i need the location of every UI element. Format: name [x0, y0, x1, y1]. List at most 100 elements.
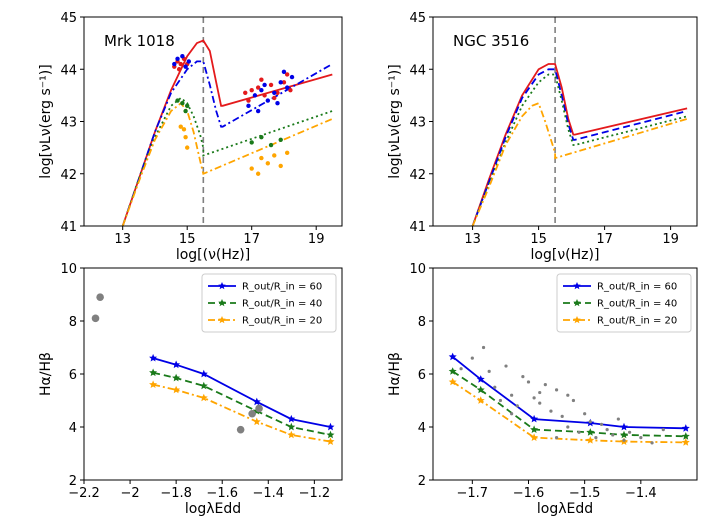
data-point-grey: [248, 409, 256, 418]
series-marker-blue: [149, 353, 158, 362]
y-tick-label: 42: [409, 168, 426, 183]
data-point-blue: [259, 87, 264, 93]
panel-a: 13 15 17 19 41 42 43 44 45 log[(ν(Hz)] log[νLν(erg…: [38, 11, 343, 263]
data-point-orange: [272, 153, 277, 158]
legend-marker-orange: [573, 316, 581, 324]
data-point-red: [262, 93, 267, 98]
y-tick-label: 41: [409, 220, 426, 235]
data-point-red: [284, 72, 290, 77]
data-point-grey: [549, 409, 553, 413]
data-point-grey: [577, 430, 581, 434]
panel-annotation: Mrk 1018: [104, 32, 175, 50]
data-point-blue: [284, 85, 290, 90]
data-point-red: [243, 90, 248, 95]
data-point-orange: [265, 161, 271, 166]
data-point-grey: [470, 356, 474, 360]
series-marker-blue: [172, 360, 181, 369]
y-tick-label: 42: [60, 168, 77, 183]
data-point-green: [175, 98, 180, 103]
data-point-grey: [510, 393, 514, 397]
data-point-grey: [661, 428, 665, 432]
legend-marker-green: [218, 299, 226, 307]
data-point-grey: [566, 393, 570, 397]
y-tick-label: 8: [69, 315, 77, 330]
data-point-grey: [554, 436, 559, 440]
data-point-grey: [538, 390, 542, 395]
series-marker-green: [149, 368, 158, 377]
series-line-orange: [152, 383, 331, 443]
x-tick-label: −2: [120, 486, 139, 501]
data-point-grey: [627, 430, 632, 434]
data-point-grey: [504, 364, 508, 368]
data-point-blue: [252, 93, 258, 98]
series-line-red: [471, 63, 688, 226]
data-point-green: [180, 101, 185, 106]
data-point-blue: [186, 59, 192, 64]
series-marker-green: [530, 425, 539, 433]
x-tick-label: −1.8: [160, 486, 192, 501]
data-point-orange: [178, 124, 183, 129]
x-tick-label: 19: [308, 232, 325, 247]
data-point-blue: [265, 98, 271, 103]
series-marker-orange: [530, 433, 539, 441]
data-point-blue: [175, 56, 180, 61]
y-tick-label: 43: [409, 116, 426, 131]
data-point-grey: [481, 345, 486, 350]
series-marker-blue: [530, 414, 539, 423]
series-marker-green: [326, 430, 335, 439]
series-line-blue: [452, 356, 686, 430]
data-point-green: [183, 108, 188, 114]
data-point-orange: [255, 171, 261, 176]
data-point-orange: [249, 166, 254, 171]
data-point-green: [278, 137, 283, 142]
data-point-grey: [611, 433, 615, 437]
data-point-grey: [594, 436, 598, 440]
data-point-grey: [510, 412, 514, 416]
data-point-blue: [172, 61, 177, 67]
y-axis-label: log[νLν(erg s⁻¹)]: [38, 64, 54, 178]
data-point-grey: [538, 401, 542, 405]
series-marker-green: [476, 385, 485, 394]
series-marker-orange: [476, 396, 485, 404]
series-marker-blue: [448, 352, 457, 361]
x-tick-label: −1.4: [252, 486, 284, 501]
x-tick-label: −1.6: [206, 486, 238, 501]
data-point-grey: [493, 385, 497, 389]
legend-marker-blue: [218, 282, 226, 290]
x-tick-label: 17: [596, 232, 613, 247]
data-point-grey: [526, 380, 531, 384]
series-line-orange: [471, 102, 688, 226]
data-point-red: [268, 82, 274, 88]
data-point-grey: [543, 383, 547, 387]
y-tick-label: 44: [60, 63, 77, 78]
series-line-orange: [452, 381, 686, 444]
data-point-grey: [571, 398, 576, 403]
panel-annotation: NGC 3516: [453, 32, 529, 50]
data-point-grey: [236, 425, 245, 434]
panel-c: −2.2 −2 −1.8 −1.6 −1.4 −1.2 2 4 6 8 10 logλEdd Hα/Hβ…: [38, 262, 343, 517]
data-point-orange: [278, 163, 283, 169]
x-tick-label: −2.2: [68, 486, 100, 501]
x-tick-label: −1.7: [457, 486, 489, 501]
data-point-red: [275, 90, 280, 95]
legend-marker-blue: [573, 282, 581, 290]
y-tick-label: 2: [69, 474, 77, 489]
data-point-grey: [515, 404, 519, 408]
plot-area: [121, 17, 333, 226]
series-marker-orange: [287, 430, 296, 439]
y-tick-label: 4: [418, 421, 426, 436]
series-marker-blue: [252, 397, 261, 406]
data-point-blue: [246, 103, 251, 109]
data-point-orange: [181, 127, 187, 132]
data-point-blue: [278, 80, 283, 85]
panel-b: 13 15 17 19 41 42 43 44 45 log[ν(Hz)] log[νLν(erg …: [387, 11, 698, 263]
series-marker-orange: [448, 377, 457, 386]
data-point-grey: [521, 375, 525, 379]
series-marker-orange: [681, 438, 690, 446]
series-marker-blue: [287, 414, 296, 423]
legend-frame: [556, 273, 692, 333]
series-marker-orange: [326, 437, 335, 445]
data-point-blue: [272, 90, 277, 95]
data-point-grey: [487, 369, 491, 373]
data-point-grey: [532, 396, 536, 400]
